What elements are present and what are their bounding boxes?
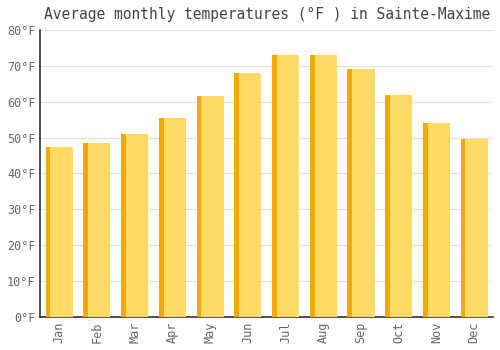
Bar	[310, 55, 314, 317]
Bar	[126, 134, 148, 317]
Bar	[234, 73, 239, 317]
Bar	[88, 143, 110, 317]
Bar	[390, 94, 412, 317]
Bar	[202, 96, 224, 317]
Bar	[239, 73, 262, 317]
Bar	[272, 55, 277, 317]
Bar	[466, 139, 488, 317]
Bar	[352, 70, 374, 317]
Bar	[196, 96, 202, 317]
Bar	[46, 147, 51, 317]
Bar	[84, 143, 88, 317]
Bar	[428, 123, 450, 317]
Bar	[277, 55, 299, 317]
Bar	[164, 118, 186, 317]
Bar	[159, 118, 164, 317]
Title: Average monthly temperatures (°F ) in Sainte-Maxime: Average monthly temperatures (°F ) in Sa…	[44, 7, 490, 22]
Bar	[314, 55, 337, 317]
Bar	[385, 94, 390, 317]
Bar	[50, 147, 73, 317]
Bar	[121, 134, 126, 317]
Bar	[348, 70, 352, 317]
Bar	[460, 139, 466, 317]
Bar	[423, 123, 428, 317]
